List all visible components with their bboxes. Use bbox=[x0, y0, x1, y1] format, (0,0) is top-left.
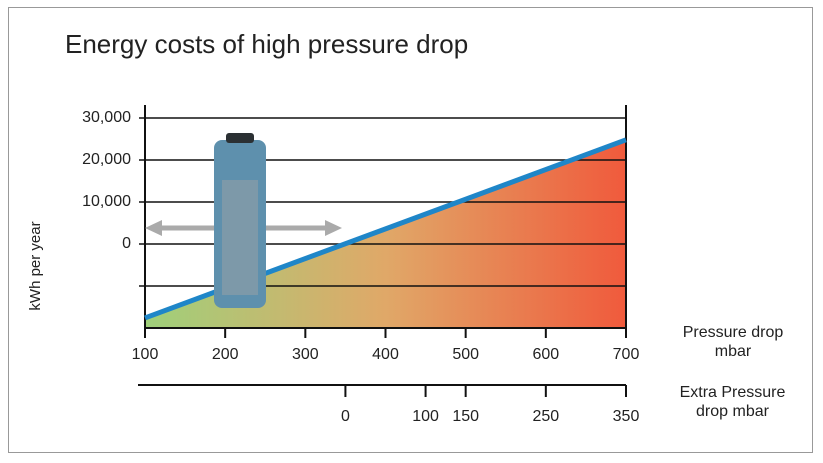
page: Energy costs of high pressure drop kWh p… bbox=[0, 0, 823, 463]
x2-tick-label: 100 bbox=[412, 408, 439, 425]
x2-tick-label: 350 bbox=[613, 408, 640, 425]
x-tick-label: 700 bbox=[613, 346, 640, 363]
y-tick-label: 20,000 bbox=[82, 151, 131, 168]
x-tick-label: 500 bbox=[452, 346, 479, 363]
x2-axis-label: Extra Pressure drop mbar bbox=[670, 383, 795, 421]
x-tick-label: 400 bbox=[372, 346, 399, 363]
chart-title: Energy costs of high pressure drop bbox=[65, 29, 468, 59]
arrow-head bbox=[145, 220, 162, 236]
x-tick-label: 300 bbox=[292, 346, 319, 363]
x-tick-label: 100 bbox=[132, 346, 159, 363]
x-tick-label: 600 bbox=[532, 346, 559, 363]
y-axis-label: kWh per year bbox=[27, 221, 44, 310]
x-axis-label: Pressure drop mbar bbox=[668, 323, 798, 361]
x2-tick-label: 250 bbox=[532, 408, 559, 425]
y-tick-label: 10,000 bbox=[82, 193, 131, 210]
y-tick-label: 0 bbox=[122, 235, 131, 252]
cartridge-core bbox=[222, 180, 258, 295]
x2-tick-label: 0 bbox=[341, 408, 350, 425]
x-tick-label: 200 bbox=[212, 346, 239, 363]
y-tick-label: 30,000 bbox=[82, 109, 131, 126]
arrow-head bbox=[325, 220, 342, 236]
x2-tick-label: 150 bbox=[452, 408, 479, 425]
cartridge-cap bbox=[226, 133, 254, 143]
